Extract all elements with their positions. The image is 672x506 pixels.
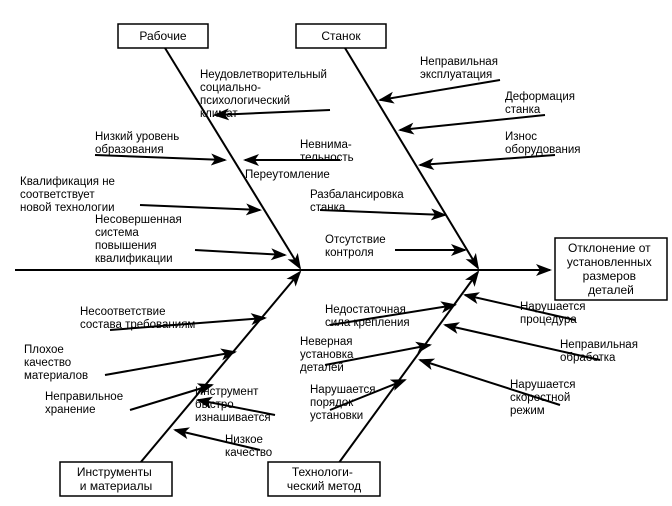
label-machine-c4: Разбалансировка станка bbox=[310, 189, 407, 214]
category-label-workers: Рабочие bbox=[139, 29, 187, 43]
arrow-machine-c3 bbox=[420, 155, 555, 165]
label-machine-c1: Неправильная эксплуатация bbox=[420, 56, 501, 81]
label-workers-c5: Квалификация не соответствует новой техн… bbox=[20, 176, 118, 214]
label-workers-c2: Низкий уровень образования bbox=[95, 131, 182, 156]
arrow-machine-c1 bbox=[380, 80, 500, 100]
label-method-c2: Неверная установка деталей bbox=[300, 336, 357, 374]
label-workers-c6: Несовершенная система повышения квалифик… bbox=[95, 214, 185, 265]
label-machine-c3: Износ оборудования bbox=[505, 131, 581, 156]
label-tools-c5: Низкое качество bbox=[225, 434, 272, 459]
label-machine-c5: Отсутствие контроля bbox=[325, 234, 389, 259]
bone-tools bbox=[130, 272, 300, 475]
category-label-tools: Инструменты и материалы bbox=[77, 465, 155, 493]
arrow-workers-c6 bbox=[195, 250, 285, 255]
arrow-workers-c5 bbox=[140, 205, 260, 210]
label-tools-c2: Плохое качество материалов bbox=[24, 344, 88, 382]
category-label-method: Технологи- ческий метод bbox=[287, 465, 361, 493]
label-workers-c3: Невнима- тельность bbox=[300, 139, 355, 164]
arrow-machine-c2 bbox=[400, 115, 545, 130]
label-method-c6: Нарушается скоростной режим bbox=[510, 379, 579, 417]
label-tools-c4: Инструмент быстро изнашивается bbox=[195, 386, 271, 424]
label-method-c1: Недостаточная сила крепления bbox=[325, 304, 410, 329]
label-tools-c1: Несоответствие состава требованиям bbox=[80, 306, 195, 331]
label-tools-c3: Неправильное хранение bbox=[45, 391, 126, 416]
fishbone-diagram: Отклонение от установленных размеров дет… bbox=[0, 0, 672, 506]
label-machine-c2: Деформация станка bbox=[505, 91, 578, 116]
category-label-machine: Станок bbox=[321, 29, 361, 43]
bone-method bbox=[330, 272, 478, 475]
label-method-c3: Нарушается порядок установки bbox=[310, 384, 379, 422]
label-method-c5: Неправильная обработка bbox=[560, 339, 641, 364]
label-method-c4: Нарушается процедура bbox=[520, 301, 589, 326]
label-workers-c4: Переутомление bbox=[245, 169, 330, 181]
